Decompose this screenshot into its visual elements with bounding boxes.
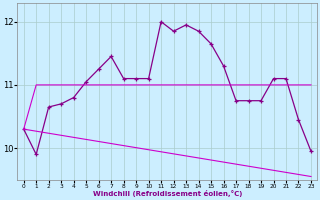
X-axis label: Windchill (Refroidissement éolien,°C): Windchill (Refroidissement éolien,°C) xyxy=(93,190,242,197)
